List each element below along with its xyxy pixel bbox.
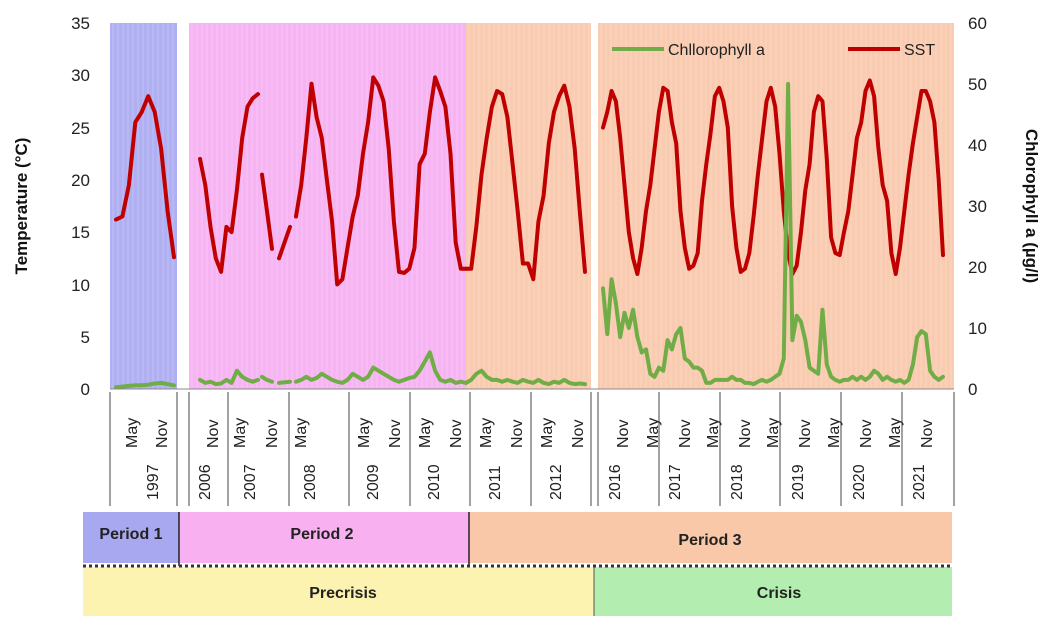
legend-sst-label: SST (904, 42, 935, 59)
x-year-label: 2006 (197, 464, 214, 500)
sst-line-segment (601, 78, 945, 276)
y-tick-left: 5 (81, 328, 90, 347)
period-background-bands (110, 23, 954, 389)
x-month-label: May (765, 418, 782, 448)
x-month-label: May (124, 418, 141, 448)
x-year-label: 2018 (729, 464, 746, 500)
chlorophyll-line-segment (464, 368, 587, 387)
period-3-band-a (466, 23, 591, 389)
y-tick-left: 35 (71, 14, 90, 33)
y-tick-left: 30 (71, 66, 90, 85)
x-year-label: 2019 (790, 464, 807, 500)
band-hatching (112, 23, 952, 389)
x-month-label: May (293, 418, 310, 448)
x-year-label: 2011 (487, 465, 504, 500)
x-month-label: Nov (205, 420, 222, 448)
x-year-label: 2021 (911, 464, 928, 500)
x-month-label: Nov (448, 420, 465, 448)
x-month-label: Nov (858, 420, 875, 448)
chlorophyll-line-segment (260, 374, 274, 384)
right-y-axis-ticks: 0 10 20 30 40 50 60 (968, 14, 987, 399)
y-tick-right: 10 (968, 319, 987, 338)
crisis-box (594, 567, 952, 616)
x-month-label: May (356, 418, 373, 448)
x-month-label: May (705, 418, 722, 448)
x-month-label: May (826, 418, 843, 448)
x-year-label: 2009 (365, 464, 382, 500)
x-year-label: 2016 (607, 464, 624, 500)
crisis-label: Crisis (757, 585, 802, 602)
chlorophyll-line-segment (601, 82, 945, 387)
period-1-label: Period 1 (99, 526, 162, 543)
chlorophyll-line-segment (198, 368, 260, 387)
x-month-label: Nov (797, 420, 814, 448)
y-tick-right: 50 (968, 75, 987, 94)
x-year-label: 1997 (145, 464, 162, 500)
x-month-label: Nov (570, 420, 587, 448)
sst-line-segment (464, 83, 587, 282)
x-month-label: Nov (919, 420, 936, 448)
right-y-axis-title: Chlorophyll a (µg/l) (1022, 129, 1041, 283)
x-month-label: May (539, 418, 556, 448)
y-tick-left: 0 (81, 380, 90, 399)
x-month-label: Nov (509, 420, 526, 448)
sst-line-segment (260, 172, 274, 251)
chlorophyll-line-segment (294, 350, 468, 385)
period-2-box (179, 512, 469, 563)
y-tick-right: 40 (968, 136, 987, 155)
x-month-label: Nov (154, 420, 171, 448)
period-3-box (469, 512, 952, 563)
x-year-label: 2007 (242, 464, 259, 500)
x-month-label: May (887, 418, 904, 448)
precrisis-label: Precrisis (309, 585, 377, 602)
chlorophyll-series (114, 82, 945, 390)
y-tick-left: 15 (71, 223, 90, 242)
x-month-label: May (478, 418, 495, 448)
sst-line-segment (294, 75, 468, 287)
x-axis-categories: May Nov 1997 Nov 2006 May Nov 2007 May 2… (109, 388, 955, 506)
left-y-axis-title: Temperature (°C) (12, 138, 31, 275)
y-tick-right: 60 (968, 14, 987, 33)
sst-line-segment (114, 94, 176, 260)
sst-line-segment (277, 224, 292, 261)
chlorophyll-line-segment (277, 379, 292, 385)
x-month-label: Nov (387, 420, 404, 448)
sst-series (114, 75, 945, 287)
x-year-label: 2020 (851, 464, 868, 500)
y-tick-right: 30 (968, 197, 987, 216)
left-y-axis-ticks: 0 5 10 15 20 25 30 35 (71, 14, 90, 399)
x-group-dividers (109, 392, 955, 506)
x-month-label: May (417, 418, 434, 448)
chlorophyll-line-segment (114, 380, 176, 390)
x-year-label: 2008 (302, 464, 319, 500)
period-2-label: Period 2 (290, 526, 353, 543)
y-tick-right: 0 (968, 380, 977, 399)
x-month-label: Nov (677, 420, 694, 448)
x-month-label: Nov (737, 420, 754, 448)
legend-chlorophyll-label: Chllorophyll a (668, 42, 765, 59)
phase-bar: Precrisis Crisis (83, 564, 952, 616)
sst-line-segment (198, 92, 260, 274)
x-month-label: Nov (264, 420, 281, 448)
x-year-label: 2012 (548, 464, 565, 500)
x-year-label: 2017 (667, 464, 684, 500)
x-month-label: May (232, 418, 249, 448)
period-3-band-b (598, 23, 954, 389)
precrisis-box (83, 567, 594, 616)
period-1-box (83, 512, 179, 563)
legend: Chllorophyll a SST (612, 42, 935, 59)
y-tick-left: 10 (71, 276, 90, 295)
y-tick-left: 25 (71, 119, 90, 138)
x-month-label: May (645, 418, 662, 448)
period-3-label: Period 3 (678, 532, 741, 549)
y-tick-left: 20 (71, 171, 90, 190)
y-tick-right: 20 (968, 258, 987, 277)
x-year-label: 2010 (426, 464, 443, 500)
x-group-labels: May Nov 1997 Nov 2006 May Nov 2007 May 2… (124, 418, 936, 500)
x-month-label: Nov (615, 420, 632, 448)
period-bar: Period 1 Period 2 Period 3 (83, 512, 952, 566)
